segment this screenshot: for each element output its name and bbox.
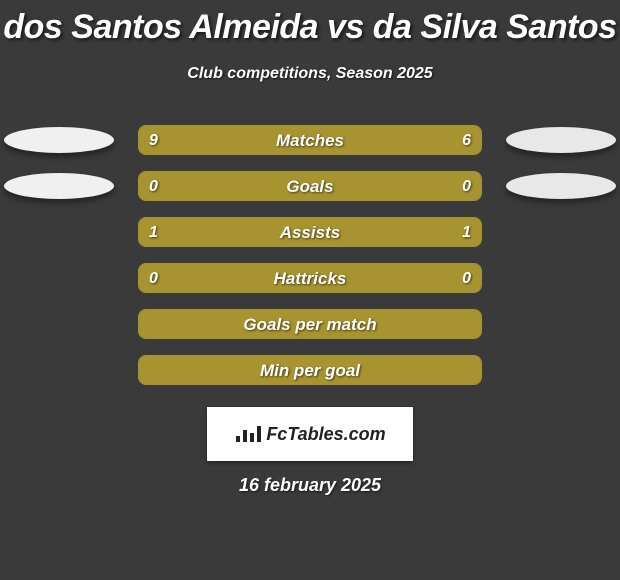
- stat-row: Goals per match: [0, 307, 620, 353]
- stat-label: Min per goal: [139, 356, 481, 385]
- stat-row: 00Goals: [0, 169, 620, 215]
- stat-label: Assists: [139, 218, 481, 247]
- stat-row: Min per goal: [0, 353, 620, 399]
- stat-bar-track: 11Assists: [138, 217, 482, 247]
- stat-bar-track: 96Matches: [138, 125, 482, 155]
- stat-bar-track: Min per goal: [138, 355, 482, 385]
- player-right-marker: [506, 173, 616, 199]
- badge-text: FcTables.com: [266, 424, 385, 445]
- subtitle: Club competitions, Season 2025: [0, 65, 620, 83]
- source-badge: FcTables.com: [207, 407, 413, 461]
- date-text: 16 february 2025: [0, 475, 620, 496]
- stat-row: 00Hattricks: [0, 261, 620, 307]
- stat-bar-track: 00Goals: [138, 171, 482, 201]
- player-left-marker: [4, 173, 114, 199]
- stats-container: 96Matches 00Goals 11Assists 00Hattricks Goal…: [0, 123, 620, 399]
- stat-label: Goals per match: [139, 310, 481, 339]
- stat-row: 96Matches: [0, 123, 620, 169]
- page-title: dos Santos Almeida vs da Silva Santos: [0, 0, 620, 47]
- chart-icon: [234, 424, 262, 444]
- stat-row: 11Assists: [0, 215, 620, 261]
- player-left-marker: [4, 127, 114, 153]
- stat-bar-track: Goals per match: [138, 309, 482, 339]
- stat-label: Goals: [139, 172, 481, 201]
- stat-bar-track: 00Hattricks: [138, 263, 482, 293]
- player-right-marker: [506, 127, 616, 153]
- stat-label: Matches: [139, 126, 481, 155]
- stat-label: Hattricks: [139, 264, 481, 293]
